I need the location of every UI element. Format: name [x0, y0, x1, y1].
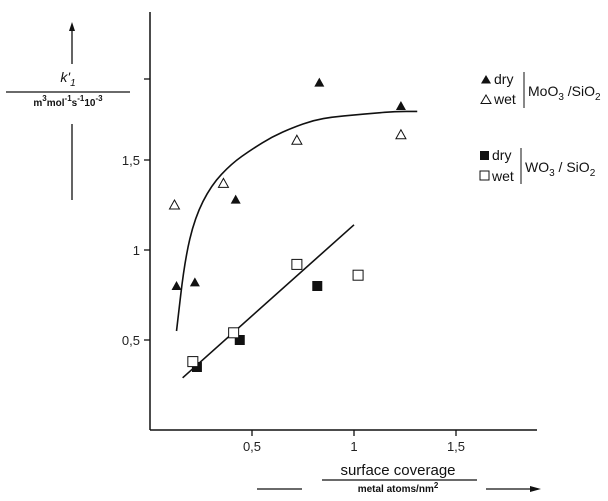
legend-marker-filled-triangle	[481, 75, 491, 84]
legend-group-wo3: WO3 / SiO2	[525, 159, 596, 179]
x-label-unit: metal atoms/nm2	[358, 481, 439, 495]
legend-marker-filled-square	[480, 151, 489, 160]
legend-label-wet: wet	[491, 168, 514, 184]
x-tick-label: 1,5	[447, 439, 465, 454]
x-tick-label: 0,5	[243, 439, 261, 454]
legend-label-dry: dry	[492, 147, 511, 163]
data-point-filled-triangle	[395, 101, 406, 110]
x-axis-label: surface coverage metal atoms/nm2	[257, 462, 541, 495]
y-tick-label: 1,5	[122, 153, 140, 168]
axes	[149, 12, 537, 431]
tick-labels: 0,5 1 1,5 0,5 1 1,5	[122, 153, 465, 454]
y-label-unit: m3mol-1s-110-3	[33, 94, 103, 109]
data-point-filled-square	[312, 281, 323, 291]
y-tick-label: 0,5	[122, 333, 140, 348]
legend-group-moo3: MoO3 /SiO2	[528, 83, 601, 103]
data-point-open-triangle	[291, 134, 303, 145]
data-point-filled-triangle	[171, 281, 182, 290]
legend: dry wet MoO3 /SiO2 dry wet WO3 / SiO2	[479, 71, 601, 184]
x-tick-label: 1	[350, 439, 357, 454]
data-point-filled-triangle	[230, 194, 241, 204]
legend-label-wet: wet	[493, 91, 516, 107]
legend-label-dry: dry	[494, 71, 513, 87]
fit-curve-wo3	[182, 224, 355, 379]
y-axis-label: k'1 m3mol-1s-110-3	[6, 22, 130, 200]
fit-curves	[175, 110, 418, 379]
y-label-text: k'1	[60, 69, 75, 89]
y-tick-label: 1	[133, 243, 140, 258]
ticks	[144, 78, 457, 436]
data-point-open-square	[291, 258, 303, 270]
fit-curve-moo3	[175, 110, 418, 332]
y-label-arrow-head	[69, 22, 75, 31]
data-point-open-square	[352, 269, 364, 281]
x-label-arrow-head	[530, 486, 541, 492]
data-point-open-square	[228, 327, 240, 339]
data-point-open-triangle	[395, 128, 407, 140]
x-label-text: surface coverage	[340, 462, 455, 479]
data-point-filled-square	[234, 335, 245, 345]
data-point-open-triangle	[168, 198, 181, 210]
data-point-open-square	[187, 356, 199, 368]
data-point-open-triangle	[217, 177, 230, 188]
legend-marker-open-triangle	[480, 94, 492, 104]
data-points	[168, 77, 407, 372]
data-point-filled-triangle	[189, 277, 200, 287]
legend-marker-open-square	[479, 170, 490, 181]
data-point-filled-triangle	[314, 77, 325, 87]
